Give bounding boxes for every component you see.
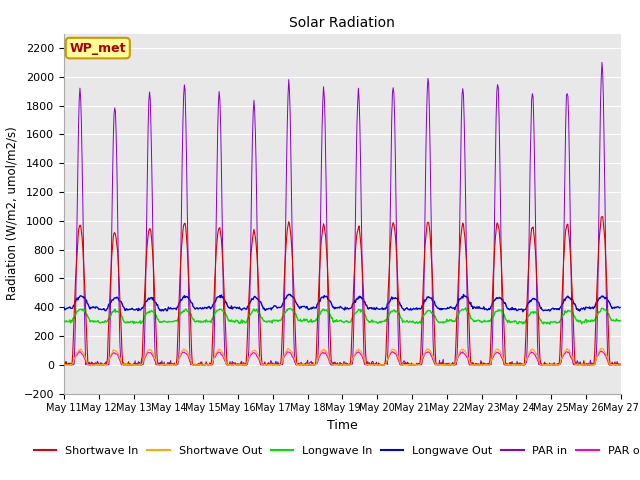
Text: WP_met: WP_met	[70, 42, 126, 55]
Title: Solar Radiation: Solar Radiation	[289, 16, 396, 30]
Legend: Shortwave In, Shortwave Out, Longwave In, Longwave Out, PAR in, PAR out: Shortwave In, Shortwave Out, Longwave In…	[29, 441, 640, 460]
X-axis label: Time: Time	[327, 419, 358, 432]
Y-axis label: Radiation (W/m2, umol/m2/s): Radiation (W/m2, umol/m2/s)	[5, 127, 18, 300]
